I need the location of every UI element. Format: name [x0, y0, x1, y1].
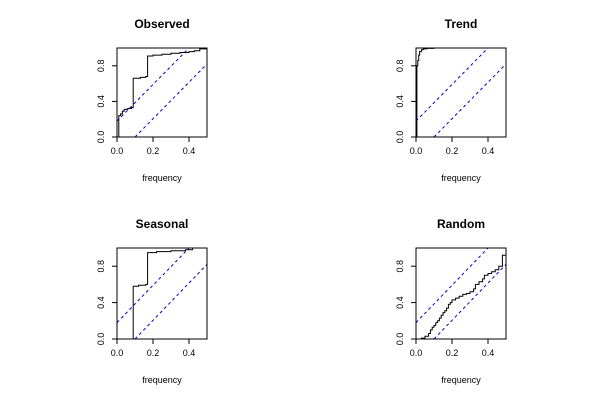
- panel-title: Seasonal: [136, 217, 189, 231]
- x-tick-label: 0.0: [410, 146, 423, 156]
- plot-frame: [415, 247, 507, 340]
- plot-frame: [116, 47, 208, 138]
- y-tick-label: 0.8: [96, 60, 106, 73]
- y-tick-label: 0.0: [96, 333, 106, 346]
- panel-title: Random: [437, 217, 485, 231]
- x-axis-label: frequency: [441, 173, 481, 183]
- upper-confidence-line: [117, 48, 190, 122]
- x-axis-label: frequency: [441, 375, 481, 385]
- x-tick-label: 0.2: [446, 146, 459, 156]
- lower-confidence-line: [134, 63, 207, 137]
- y-tick-label: 0.8: [395, 60, 405, 73]
- y-tick-label: 0.8: [395, 260, 405, 273]
- y-tick-label: 0.4: [96, 296, 106, 309]
- x-tick-label: 0.4: [482, 146, 495, 156]
- x-axis-label: frequency: [142, 375, 182, 385]
- panel-title: Trend: [445, 17, 478, 31]
- panel-seasonal: Seasonal 0.0 0.2 0.4 0.0 0.4 0.8 frequency: [96, 217, 208, 385]
- plot-frame: [415, 47, 507, 138]
- plot-area: [117, 248, 207, 339]
- x-tick-label: 0.2: [147, 146, 160, 156]
- cumulative-periodogram-line: [416, 248, 506, 339]
- y-tick-label: 0.0: [96, 131, 106, 144]
- panel-title: Observed: [134, 17, 189, 31]
- y-tick-label: 0.8: [96, 260, 106, 273]
- lower-confidence-line: [433, 63, 506, 137]
- x-tick-label: 0.4: [183, 146, 196, 156]
- upper-confidence-line: [416, 248, 489, 323]
- y-tick-label: 0.0: [395, 333, 405, 346]
- upper-confidence-line: [117, 248, 190, 323]
- x-tick-label: 0.2: [446, 348, 459, 358]
- x-tick-label: 0.0: [111, 348, 124, 358]
- panel-trend: Trend 0.0 0.2 0.4 0.0 0.4 0.8 frequency: [395, 17, 507, 183]
- cumulative-periodogram-line: [117, 48, 207, 137]
- x-tick-label: 0.2: [147, 348, 160, 358]
- plot-area: [117, 48, 207, 137]
- y-tick-label: 0.0: [395, 131, 405, 144]
- x-axis-label: frequency: [142, 173, 182, 183]
- lower-confidence-line: [134, 264, 207, 339]
- y-tick-label: 0.4: [395, 296, 405, 309]
- x-tick-label: 0.4: [482, 348, 495, 358]
- x-tick-label: 0.0: [410, 348, 423, 358]
- panel-observed: Observed 0.0 0.2 0.4 0.0 0.4 0.8 frequency: [96, 17, 208, 183]
- x-tick-label: 0.4: [183, 348, 196, 358]
- plot-area: [416, 248, 506, 339]
- y-tick-label: 0.4: [96, 95, 106, 108]
- x-tick-label: 0.0: [111, 146, 124, 156]
- panel-random: Random 0.0 0.2 0.4 0.0 0.4 0.8 frequency: [395, 217, 507, 385]
- lower-confidence-line: [433, 264, 506, 339]
- upper-confidence-line: [416, 48, 489, 122]
- y-tick-label: 0.4: [395, 95, 405, 108]
- plot-frame: [116, 247, 208, 340]
- cumulative-periodogram-line: [117, 248, 207, 339]
